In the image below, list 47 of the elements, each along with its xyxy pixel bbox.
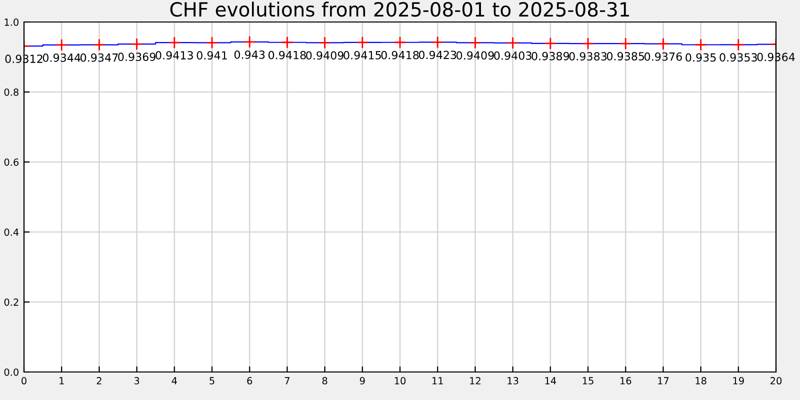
x-tick-label: 10 (394, 377, 406, 384)
chart-title: CHF evolutions from 2025-08-01 to 2025-08-31 (170, 2, 629, 17)
x-tick-label: 0 (22, 377, 26, 384)
x-tick-label: 17 (658, 377, 669, 384)
data-label: 0.943 (234, 50, 265, 59)
data-label: 0.9423 (418, 50, 456, 60)
x-tick-label: 9 (360, 377, 365, 384)
data-label: 0.9353 (720, 53, 757, 62)
data-label: 0.9413 (156, 51, 193, 60)
x-tick-label: 4 (172, 377, 177, 384)
x-tick-label: 5 (210, 377, 214, 384)
x-tick-label: 19 (733, 377, 744, 384)
x-tick-label: 3 (134, 377, 140, 384)
data-label: 0.9418 (268, 50, 306, 60)
y-tick-label: 0.2 (4, 298, 18, 306)
data-label: 0.9418 (381, 50, 419, 60)
x-tick-label: 2 (96, 377, 102, 384)
x-tick-label: 15 (582, 377, 594, 384)
x-tick-label: 8 (322, 377, 328, 384)
data-label: 0.9409 (306, 51, 344, 60)
x-tick-label: 18 (696, 377, 706, 384)
data-label: 0.9344 (42, 53, 80, 62)
x-tick-label: 14 (545, 377, 556, 384)
x-tick-label: 11 (432, 377, 443, 384)
y-tick-label: 0.8 (4, 88, 18, 96)
data-label: 0.9389 (532, 52, 570, 60)
data-label: 0.9415 (344, 51, 381, 60)
data-label: 0.9403 (494, 51, 532, 60)
x-tick-label: 1 (60, 377, 64, 384)
data-label: 0.9409 (456, 51, 494, 60)
x-tick-label: 20 (770, 377, 782, 384)
data-label: 0.9347 (80, 53, 118, 62)
y-tick-label: 0.6 (4, 158, 19, 166)
data-label: 0.9385 (606, 52, 644, 60)
x-tick-label: 6 (247, 377, 252, 384)
y-tick-label: 0.4 (4, 228, 19, 236)
x-tick-label: 12 (470, 377, 480, 384)
x-tick-label: 16 (620, 377, 632, 384)
data-label: 0.9369 (118, 52, 156, 62)
data-label: 0.941 (196, 51, 227, 60)
data-label: 0.9376 (644, 52, 682, 61)
y-tick-label: 0.0 (4, 368, 18, 376)
data-label: 0.935 (686, 53, 716, 62)
x-tick-label: 7 (284, 377, 290, 384)
data-label: 0.9383 (569, 52, 607, 61)
y-tick-label: 1.0 (4, 18, 18, 26)
x-tick-label: 13 (508, 377, 518, 384)
